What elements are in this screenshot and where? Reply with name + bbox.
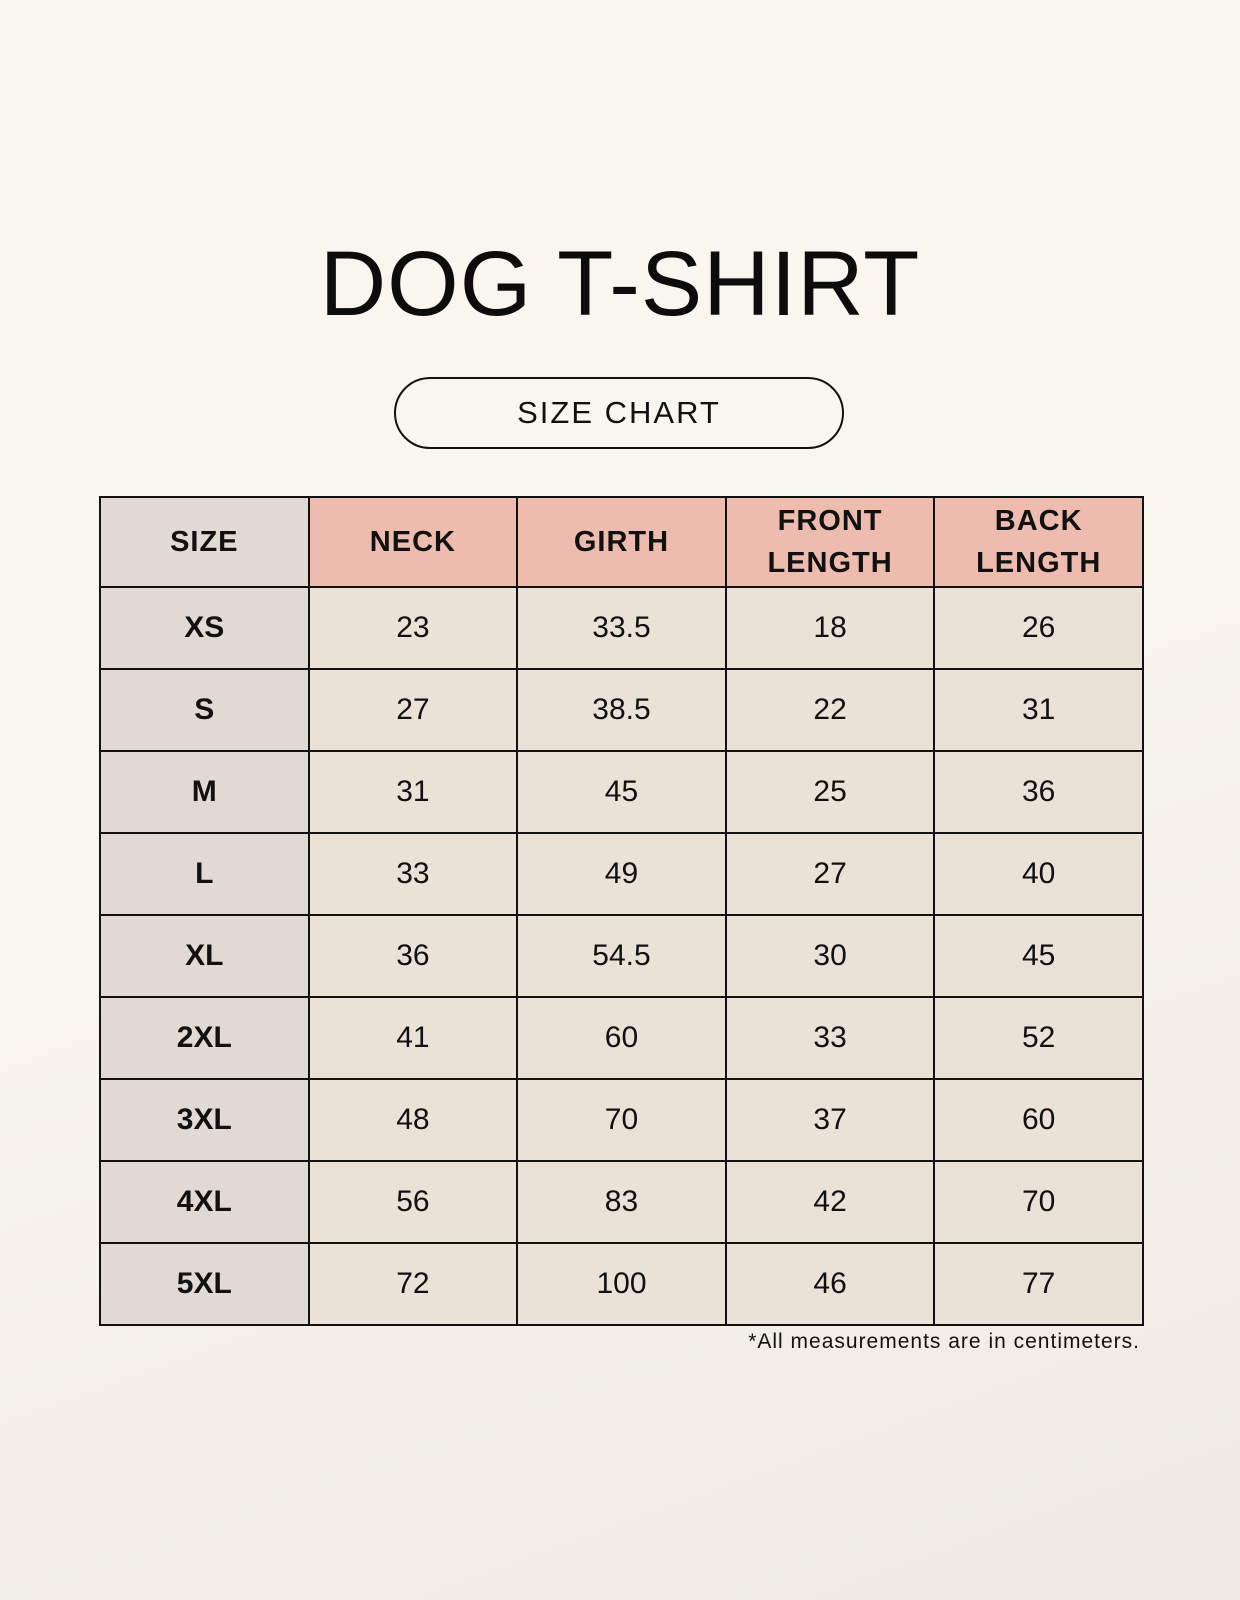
page-title: DOG T-SHIRT	[319, 233, 921, 335]
cell-back-length: 60	[933, 1078, 1144, 1162]
cell-neck: 72	[307, 1242, 519, 1326]
cell-neck: 27	[307, 668, 519, 752]
cell-size: 2XL	[99, 996, 310, 1080]
size-chart-badge: SIZE CHART	[394, 377, 844, 449]
cell-back-length: 77	[933, 1242, 1144, 1326]
cell-girth: 70	[516, 1078, 727, 1162]
table-row: 2XL 41 60 33 52	[99, 996, 1144, 1080]
cell-size: 4XL	[99, 1160, 310, 1244]
cell-size: S	[99, 668, 310, 752]
cell-front-length: 22	[724, 668, 936, 752]
cell-front-length: 30	[724, 914, 936, 998]
cell-back-length: 52	[933, 996, 1144, 1080]
table-row: L 33 49 27 40	[99, 832, 1144, 916]
table-row: 5XL 72 100 46 77	[99, 1242, 1144, 1326]
cell-neck: 36	[307, 914, 519, 998]
size-table: SIZE NECK GIRTH FRONT LENGTH BACK LENGTH…	[99, 496, 1144, 1326]
cell-neck: 56	[307, 1160, 519, 1244]
header-back-length: BACK LENGTH	[933, 496, 1144, 588]
cell-front-length: 33	[724, 996, 936, 1080]
cell-girth: 45	[516, 750, 727, 834]
cell-size: L	[99, 832, 310, 916]
header-size: SIZE	[99, 496, 310, 588]
cell-back-length: 45	[933, 914, 1144, 998]
table-row: 4XL 56 83 42 70	[99, 1160, 1144, 1244]
table-row: S 27 38.5 22 31	[99, 668, 1144, 752]
cell-front-length: 46	[724, 1242, 936, 1326]
cell-front-length: 18	[724, 586, 936, 670]
header-neck: NECK	[307, 496, 519, 588]
cell-size: 5XL	[99, 1242, 310, 1326]
cell-back-length: 26	[933, 586, 1144, 670]
cell-back-length: 70	[933, 1160, 1144, 1244]
header-front-length: FRONT LENGTH	[724, 496, 936, 588]
cell-back-length: 31	[933, 668, 1144, 752]
cell-neck: 23	[307, 586, 519, 670]
table-row: XL 36 54.5 30 45	[99, 914, 1144, 998]
cell-girth: 60	[516, 996, 727, 1080]
cell-neck: 31	[307, 750, 519, 834]
cell-girth: 49	[516, 832, 727, 916]
table-row: 3XL 48 70 37 60	[99, 1078, 1144, 1162]
cell-girth: 54.5	[516, 914, 727, 998]
cell-size: M	[99, 750, 310, 834]
cell-girth: 83	[516, 1160, 727, 1244]
cell-size: XS	[99, 586, 310, 670]
cell-neck: 33	[307, 832, 519, 916]
cell-girth: 33.5	[516, 586, 727, 670]
cell-front-length: 25	[724, 750, 936, 834]
cell-front-length: 27	[724, 832, 936, 916]
table-row: XS 23 33.5 18 26	[99, 586, 1144, 670]
cell-neck: 48	[307, 1078, 519, 1162]
header-girth: GIRTH	[516, 496, 727, 588]
table-header-row: SIZE NECK GIRTH FRONT LENGTH BACK LENGTH	[99, 496, 1144, 588]
cell-front-length: 37	[724, 1078, 936, 1162]
cell-size: XL	[99, 914, 310, 998]
cell-back-length: 36	[933, 750, 1144, 834]
cell-front-length: 42	[724, 1160, 936, 1244]
cell-girth: 38.5	[516, 668, 727, 752]
cell-neck: 41	[307, 996, 519, 1080]
cell-girth: 100	[516, 1242, 727, 1326]
footnote: *All measurements are in centimeters.	[748, 1330, 1140, 1353]
cell-size: 3XL	[99, 1078, 310, 1162]
cell-back-length: 40	[933, 832, 1144, 916]
table-row: M 31 45 25 36	[99, 750, 1144, 834]
